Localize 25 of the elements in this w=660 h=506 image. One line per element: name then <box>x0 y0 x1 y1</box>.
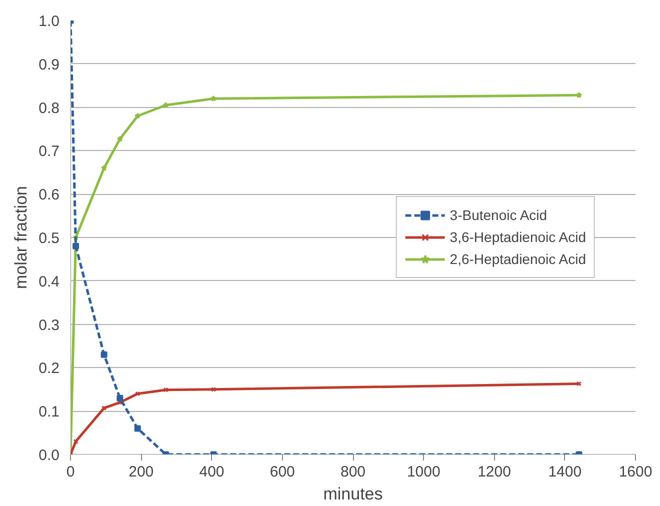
legend-label: 2,6-Heptadienoic Acid <box>450 251 586 267</box>
y-axis-title: molar fraction <box>12 186 31 289</box>
y-tick-label: 0.0 <box>38 447 60 464</box>
y-tick-label: 0.2 <box>38 360 60 378</box>
legend-label: 3,6-Heptadienoic Acid <box>450 229 586 245</box>
x-tick-label: 1400 <box>548 464 582 480</box>
x-axis-title: minutes <box>323 484 383 504</box>
y-tick-label: 0.9 <box>38 56 60 74</box>
x-tick-label: 400 <box>199 464 224 480</box>
y-tick-label: 0.8 <box>38 100 60 117</box>
x-tick-label: 800 <box>340 464 366 480</box>
x-tick-label: 1000 <box>406 464 440 480</box>
legend-label: 3-Butenoic Acid <box>450 207 548 223</box>
y-tick-label: 0.1 <box>38 404 60 421</box>
x-tick-label: 600 <box>270 464 295 480</box>
y-tick-label: 0.6 <box>38 186 60 204</box>
y-tick-label: 1.0 <box>38 13 60 30</box>
y-tick-label: 0.7 <box>38 143 60 160</box>
x-tick-label: 1200 <box>478 464 511 480</box>
y-tick-label: 0.3 <box>38 316 60 334</box>
x-tick-label: 1600 <box>618 464 652 480</box>
y-tick-label: 0.5 <box>38 230 60 247</box>
y-tick-label: 0.4 <box>38 273 60 290</box>
x-tick-label: 200 <box>128 464 154 480</box>
x-tick-label: 0 <box>66 464 75 480</box>
